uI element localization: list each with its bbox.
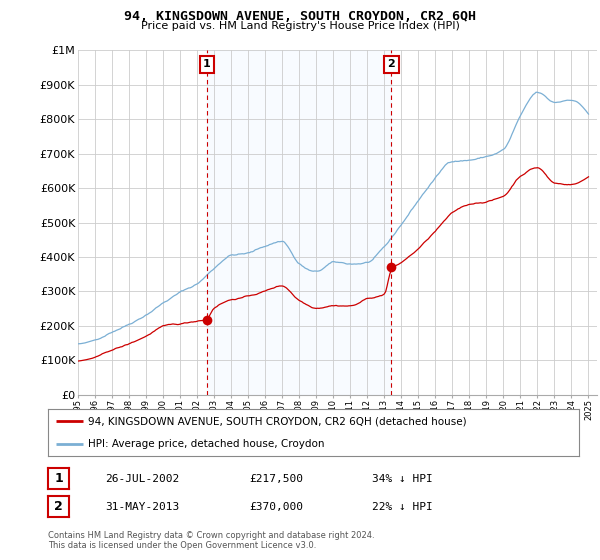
Text: 2: 2 [388, 59, 395, 69]
Text: 34% ↓ HPI: 34% ↓ HPI [372, 474, 433, 484]
Text: 1: 1 [203, 59, 211, 69]
Text: £370,000: £370,000 [249, 502, 303, 512]
Text: 94, KINGSDOWN AVENUE, SOUTH CROYDON, CR2 6QH (detached house): 94, KINGSDOWN AVENUE, SOUTH CROYDON, CR2… [88, 416, 466, 426]
Text: 31-MAY-2013: 31-MAY-2013 [105, 502, 179, 512]
Text: Price paid vs. HM Land Registry's House Price Index (HPI): Price paid vs. HM Land Registry's House … [140, 21, 460, 31]
Text: 26-JUL-2002: 26-JUL-2002 [105, 474, 179, 484]
Bar [207, 50, 391, 395]
Text: 94, KINGSDOWN AVENUE, SOUTH CROYDON, CR2 6QH: 94, KINGSDOWN AVENUE, SOUTH CROYDON, CR2… [124, 10, 476, 23]
Text: Contains HM Land Registry data © Crown copyright and database right 2024.
This d: Contains HM Land Registry data © Crown c… [48, 531, 374, 550]
Text: HPI: Average price, detached house, Croydon: HPI: Average price, detached house, Croy… [88, 439, 325, 449]
Text: 22% ↓ HPI: 22% ↓ HPI [372, 502, 433, 512]
Text: 1: 1 [54, 472, 63, 486]
Text: 2: 2 [54, 500, 63, 514]
Text: £217,500: £217,500 [249, 474, 303, 484]
